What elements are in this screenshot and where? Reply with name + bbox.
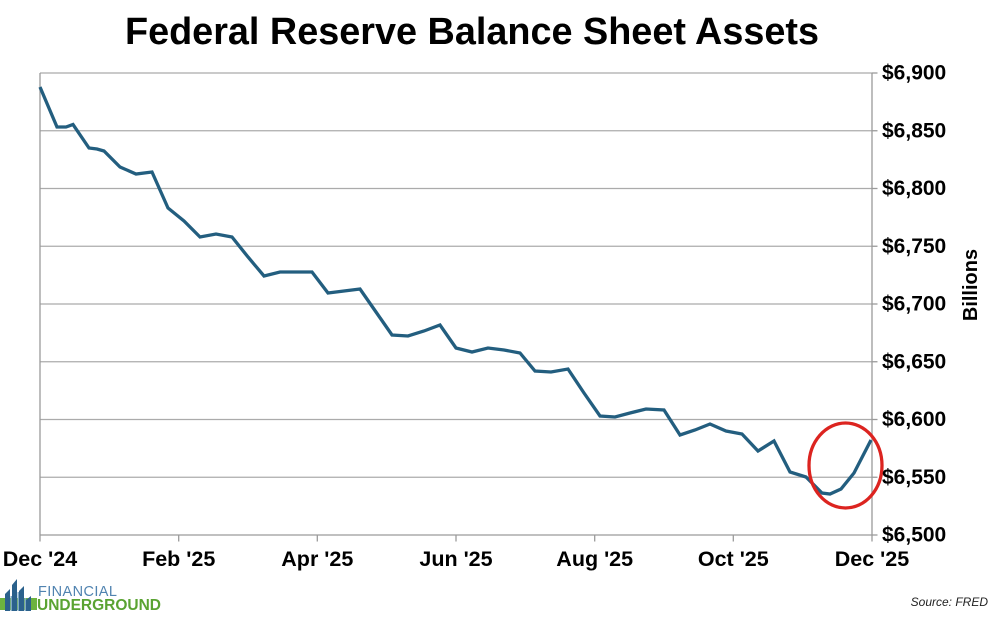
svg-text:$6,550: $6,550 [882, 466, 946, 489]
svg-text:$6,900: $6,900 [882, 62, 946, 85]
svg-text:Source: FRED: Source: FRED [911, 595, 989, 609]
svg-text:Apr '25: Apr '25 [281, 547, 353, 571]
svg-text:$6,500: $6,500 [882, 524, 946, 547]
svg-text:Oct '25: Oct '25 [698, 547, 769, 571]
svg-text:Aug '25: Aug '25 [556, 547, 633, 571]
svg-text:$6,750: $6,750 [882, 235, 946, 258]
svg-text:Billions: Billions [960, 249, 982, 321]
svg-text:Dec '25: Dec '25 [835, 547, 909, 571]
svg-text:Federal Reserve Balance Sheet: Federal Reserve Balance Sheet Assets [125, 11, 819, 53]
svg-text:FINANCIAL: FINANCIAL [38, 584, 117, 600]
svg-text:Feb '25: Feb '25 [142, 547, 215, 571]
svg-text:UNDERGROUND: UNDERGROUND [37, 597, 161, 613]
svg-text:$6,600: $6,600 [882, 408, 946, 431]
svg-text:$6,650: $6,650 [882, 350, 946, 373]
svg-text:Jun '25: Jun '25 [419, 547, 492, 571]
svg-text:$6,850: $6,850 [882, 119, 946, 142]
svg-text:$6,700: $6,700 [882, 293, 946, 316]
svg-text:Dec '24: Dec '24 [3, 547, 77, 571]
svg-text:$6,800: $6,800 [882, 177, 946, 200]
